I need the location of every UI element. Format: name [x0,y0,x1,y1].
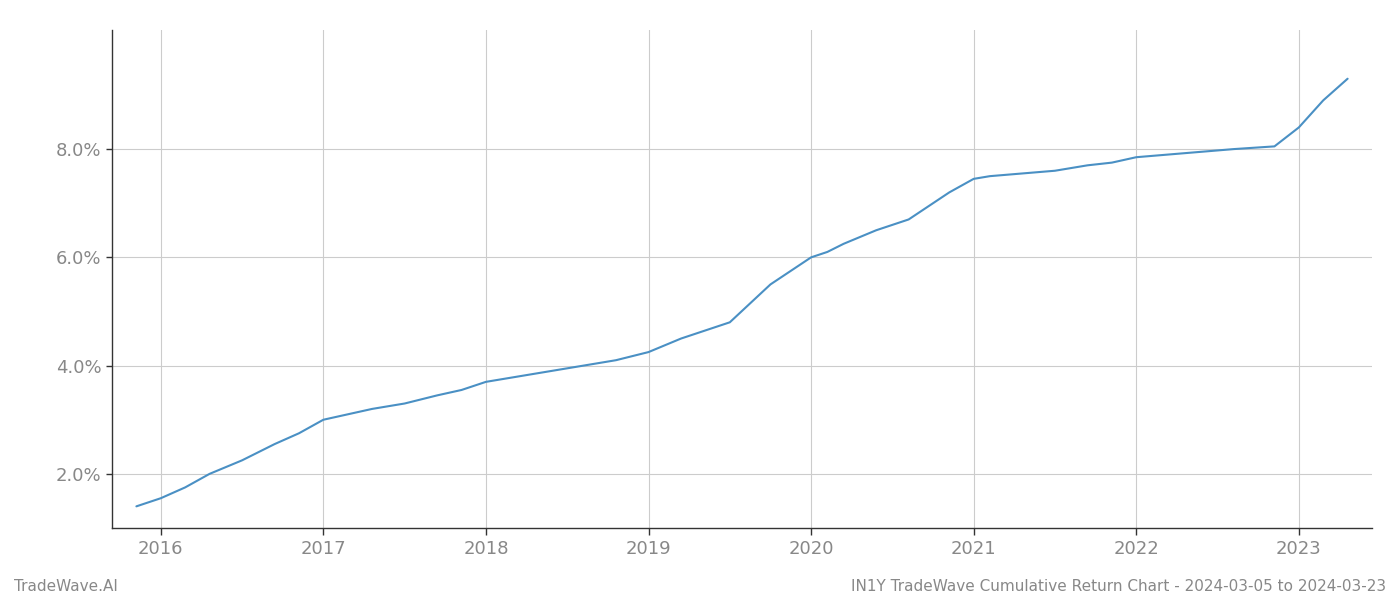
Text: TradeWave.AI: TradeWave.AI [14,579,118,594]
Text: IN1Y TradeWave Cumulative Return Chart - 2024-03-05 to 2024-03-23: IN1Y TradeWave Cumulative Return Chart -… [851,579,1386,594]
